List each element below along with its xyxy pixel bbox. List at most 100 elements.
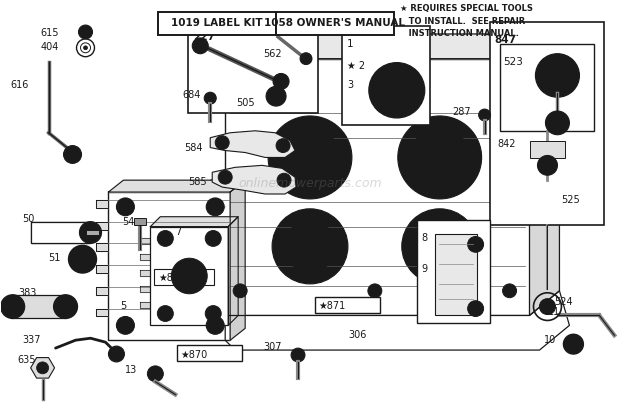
Circle shape	[542, 160, 552, 170]
Text: 5: 5	[120, 301, 126, 311]
Circle shape	[410, 128, 469, 187]
Circle shape	[213, 323, 217, 328]
Text: 227: 227	[193, 32, 215, 42]
Text: 562: 562	[263, 49, 281, 59]
Bar	[435, 235, 477, 316]
Circle shape	[171, 258, 207, 294]
Bar	[500, 44, 595, 131]
Ellipse shape	[544, 71, 572, 81]
Circle shape	[538, 155, 557, 175]
Bar	[154, 269, 215, 285]
Circle shape	[206, 316, 224, 334]
Text: 54: 54	[122, 217, 135, 227]
Circle shape	[371, 79, 379, 87]
Bar	[159, 12, 276, 35]
Text: 11: 11	[547, 306, 560, 317]
Circle shape	[120, 202, 130, 212]
Polygon shape	[212, 165, 296, 194]
Text: 7: 7	[175, 227, 182, 237]
Ellipse shape	[536, 68, 580, 83]
Circle shape	[148, 366, 163, 382]
Polygon shape	[210, 131, 295, 157]
Text: 1019 LABEL KIT: 1019 LABEL KIT	[171, 18, 263, 28]
Text: ★ 2: ★ 2	[347, 61, 365, 71]
Polygon shape	[108, 180, 245, 192]
Polygon shape	[97, 309, 108, 316]
Polygon shape	[97, 265, 108, 273]
Text: 13: 13	[125, 365, 138, 375]
Text: 51: 51	[48, 253, 61, 263]
Polygon shape	[30, 358, 55, 378]
Circle shape	[117, 198, 135, 216]
Circle shape	[273, 74, 289, 89]
Circle shape	[53, 295, 78, 318]
Circle shape	[546, 111, 569, 135]
Text: 524: 524	[554, 297, 573, 307]
Circle shape	[280, 128, 340, 187]
Circle shape	[205, 230, 221, 246]
Polygon shape	[97, 222, 108, 230]
Circle shape	[551, 116, 564, 130]
Polygon shape	[230, 180, 245, 340]
Circle shape	[64, 146, 81, 164]
Polygon shape	[140, 238, 151, 244]
Circle shape	[236, 287, 244, 295]
Circle shape	[572, 342, 575, 346]
Circle shape	[37, 362, 48, 374]
Circle shape	[432, 150, 448, 165]
Bar	[417, 220, 490, 323]
Text: 3: 3	[347, 81, 353, 90]
Text: ★ REQUIRES SPECIAL TOOLS
   TO INSTALL.  SEE REPAIR
   INSTRUCTION MANUAL.: ★ REQUIRES SPECIAL TOOLS TO INSTALL. SEE…	[400, 5, 533, 38]
Text: ★871: ★871	[318, 301, 345, 311]
Circle shape	[368, 76, 382, 90]
Circle shape	[123, 205, 127, 209]
Text: 684: 684	[182, 90, 201, 100]
Text: onlinemowerparts.com: onlinemowerparts.com	[238, 177, 382, 190]
Circle shape	[1, 295, 25, 318]
Circle shape	[300, 53, 312, 64]
Text: 9: 9	[422, 264, 428, 274]
Circle shape	[503, 284, 516, 298]
Circle shape	[393, 96, 401, 104]
Circle shape	[211, 312, 215, 315]
Text: 505: 505	[236, 98, 255, 108]
Circle shape	[236, 79, 244, 87]
Polygon shape	[140, 301, 151, 308]
Circle shape	[74, 250, 92, 268]
Polygon shape	[97, 200, 108, 208]
Circle shape	[233, 284, 247, 298]
Circle shape	[564, 334, 583, 354]
Text: 523: 523	[503, 57, 523, 66]
Circle shape	[6, 300, 20, 313]
Bar	[177, 345, 242, 361]
Circle shape	[206, 198, 224, 216]
Circle shape	[211, 237, 215, 240]
Circle shape	[467, 301, 484, 316]
Circle shape	[371, 287, 379, 295]
Text: 842: 842	[498, 139, 516, 149]
Text: 383: 383	[19, 288, 37, 298]
Text: 8: 8	[422, 233, 428, 242]
Polygon shape	[151, 217, 238, 227]
Circle shape	[383, 86, 391, 94]
Circle shape	[403, 86, 411, 94]
Circle shape	[544, 62, 572, 89]
Circle shape	[368, 284, 382, 298]
Circle shape	[271, 91, 281, 101]
Bar	[135, 218, 146, 225]
Bar	[225, 59, 529, 316]
Text: ★870: ★870	[180, 350, 208, 360]
Circle shape	[215, 136, 229, 150]
Circle shape	[467, 237, 484, 252]
Circle shape	[379, 73, 415, 108]
Circle shape	[276, 139, 290, 152]
Circle shape	[569, 339, 578, 349]
Polygon shape	[225, 34, 559, 59]
Bar	[30, 222, 91, 243]
Text: 50: 50	[23, 214, 35, 224]
Text: 635: 635	[17, 355, 36, 365]
Circle shape	[209, 310, 217, 318]
Circle shape	[164, 312, 167, 315]
Circle shape	[302, 150, 318, 165]
Polygon shape	[228, 217, 238, 325]
